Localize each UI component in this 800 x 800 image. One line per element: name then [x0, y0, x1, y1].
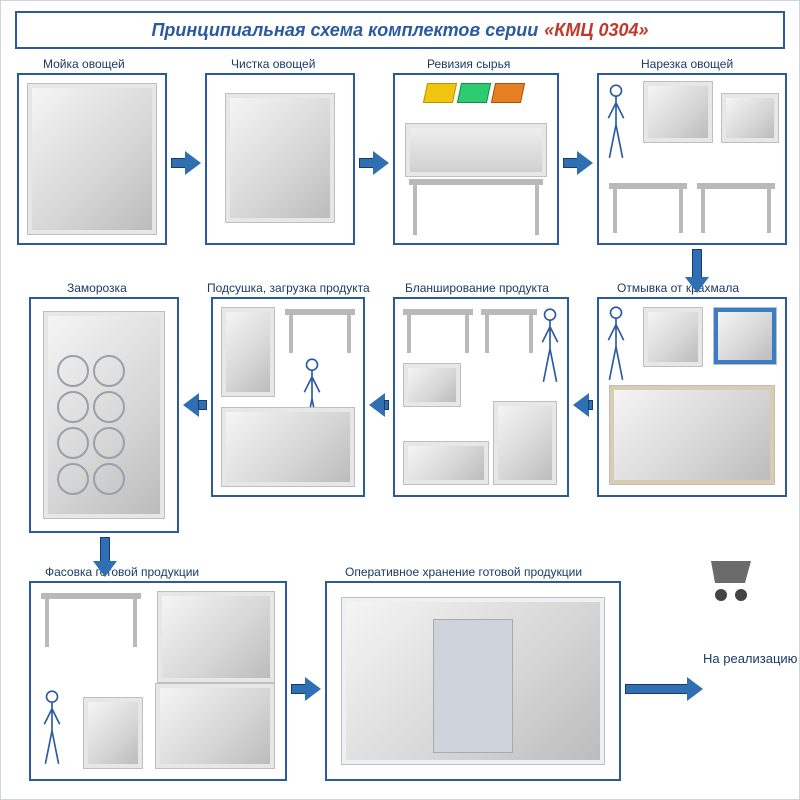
equip-b-table1 — [403, 309, 473, 353]
equip-centrifuge — [221, 407, 355, 487]
equip-wash-tank — [609, 385, 775, 485]
equip-bagger — [83, 697, 143, 769]
stage-cut — [597, 73, 787, 245]
worker-icon — [41, 689, 63, 769]
label-inspect: Ревизия сырья — [427, 57, 510, 71]
arrow-store-out — [625, 677, 703, 701]
label-starch: Отмывка от крахмала — [617, 281, 739, 295]
label-freeze: Заморозка — [67, 281, 127, 295]
stage-wash — [17, 73, 167, 245]
title-text: Принципиальная схема комплектов серии — [151, 20, 538, 41]
label-pack: Фасовка готовой продукции — [45, 565, 199, 579]
equip-crates — [643, 307, 703, 367]
equip-freezer-fans — [57, 355, 123, 493]
equip-doser — [157, 591, 275, 683]
arrow-freeze-pack — [93, 537, 117, 577]
equip-tray-stand — [403, 441, 489, 485]
stage-peel — [205, 73, 355, 245]
stage-dry — [211, 297, 365, 497]
stage-inspect — [393, 73, 559, 245]
label-wash: Мойка овощей — [43, 57, 125, 71]
label-dry: Подсушка, загрузка продукта — [207, 281, 370, 295]
arrow-pack-store — [291, 677, 321, 701]
equip-washer — [27, 83, 157, 235]
label-store: Оперативное хранение готовой продукции — [345, 565, 582, 579]
arrow-dry-freeze — [183, 393, 207, 417]
arrow-cut-starch — [685, 249, 709, 293]
arrow-blanch-dry — [369, 393, 389, 417]
worker-icon — [605, 83, 627, 173]
equip-b-table2 — [481, 309, 537, 353]
stage-starch — [597, 297, 787, 497]
equip-inspect-table-top — [405, 123, 547, 177]
diagram-canvas: Принципиальная схема комплектов серии «К… — [0, 0, 800, 800]
equip-p-table — [41, 593, 141, 647]
equip-table-a — [609, 183, 687, 233]
equip-table-b — [697, 183, 775, 233]
equip-blancher — [493, 401, 557, 485]
final-label: На реализацию — [703, 651, 797, 666]
equip-pack-machine — [155, 683, 275, 769]
arrow-inspect-cut — [563, 151, 593, 175]
label-cut: Нарезка овощей — [641, 57, 733, 71]
equip-d-table — [285, 309, 355, 353]
worker-icon — [539, 307, 561, 385]
equip-compressor — [713, 307, 777, 365]
cart-icon — [705, 561, 751, 601]
worker-icon — [605, 305, 627, 381]
arrow-starch-blanch — [573, 393, 593, 417]
equip-cutter-parts — [721, 93, 779, 143]
equip-rack — [221, 307, 275, 397]
label-peel: Чистка овощей — [231, 57, 315, 71]
title-bar: Принципиальная схема комплектов серии «К… — [15, 11, 785, 49]
equip-basket — [403, 363, 461, 407]
stage-pack — [29, 581, 287, 781]
arrow-peel-inspect — [359, 151, 389, 175]
equip-inspect-table-legs — [409, 179, 543, 235]
arrow-wash-peel — [171, 151, 201, 175]
label-blanch: Бланширование продукта — [405, 281, 549, 295]
equip-cutter — [643, 81, 713, 143]
equip-trays — [425, 83, 523, 103]
stage-store — [325, 581, 621, 781]
title-code: «КМЦ 0304» — [544, 20, 648, 41]
stage-freeze — [29, 297, 179, 533]
stage-blanch — [393, 297, 569, 497]
equip-peeler — [225, 93, 335, 223]
equip-cold-room-door — [433, 619, 513, 753]
